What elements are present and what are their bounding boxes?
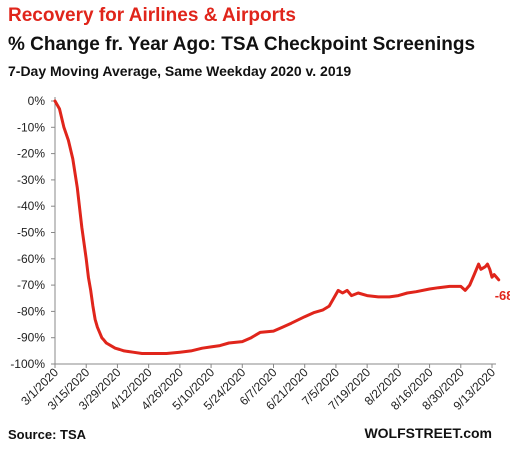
y-axis: 0% -10% -20% -30% -40% -50% -60% -70% -80% -90% -1… (10, 94, 56, 371)
y-tick-label: -10% (17, 120, 45, 134)
y-tick-label: -60% (17, 252, 45, 266)
y-tick-label: -30% (17, 173, 45, 187)
series-line (53, 99, 501, 355)
plot-area: -68% (53, 99, 510, 355)
y-tick-label: -50% (17, 226, 45, 240)
y-tick-label: -80% (17, 304, 45, 318)
y-tick-label: -90% (17, 331, 45, 345)
end-value-label: -68% (495, 288, 510, 303)
y-tick-label: -40% (17, 199, 45, 213)
y-tick-label: -70% (17, 278, 45, 292)
chart-title: Recovery for Airlines & Airports (8, 5, 296, 26)
y-tick-label: -100% (10, 357, 45, 371)
chart-subtitle: % Change fr. Year Ago: TSA Checkpoint Sc… (8, 34, 476, 55)
y-tick-label: 0% (28, 94, 46, 108)
x-axis: 3/1/20203/15/20203/29/20204/12/20204/26/… (18, 363, 498, 413)
chart-note: 7-Day Moving Average, Same Weekday 2020 … (8, 63, 352, 79)
y-tick-label: -20% (17, 147, 45, 161)
brand-label: WOLFSTREET.com (364, 425, 492, 441)
source-label: Source: TSA (8, 427, 87, 442)
